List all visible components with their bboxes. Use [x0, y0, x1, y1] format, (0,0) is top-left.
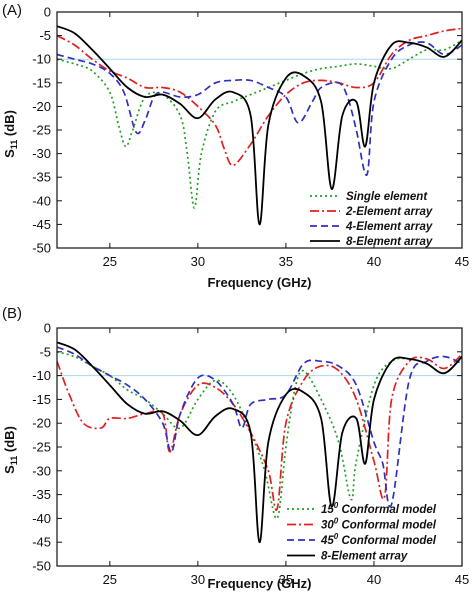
series-line-2: [57, 41, 462, 176]
y-tick-label: -35: [32, 487, 51, 502]
y-tick-label: -10: [32, 52, 51, 67]
y-axis-title: S11 (dB): [2, 110, 19, 158]
legend-label-3: 8-Element array: [346, 236, 433, 248]
legend-sup: 0: [334, 532, 339, 541]
legend-name: 2-Element array: [345, 206, 433, 218]
x-tick-label: 25: [103, 572, 117, 587]
y-tick-label: -10: [32, 368, 51, 383]
y-tick-label: -20: [32, 416, 51, 431]
x-axis-title: Frequency (GHz): [207, 275, 311, 290]
series-line-0: [57, 350, 462, 520]
legend-name: 15: [321, 504, 334, 516]
y-tick-label: -35: [32, 170, 51, 185]
x-tick-label: 30: [191, 254, 205, 269]
y-tick-label: -50: [32, 241, 51, 256]
legend-name: 30: [321, 520, 334, 532]
x-tick-label: 40: [367, 254, 381, 269]
x-tick-label: 45: [455, 254, 469, 269]
legend-name: 4-Element array: [345, 221, 433, 233]
legend-name: 8-Element array: [321, 551, 408, 563]
legend-label-0: 150 Conformal model: [321, 501, 437, 516]
legend-name: Single element: [346, 191, 428, 203]
chart-panel-b: 0 -5 -10 -15 -20 -25 -30 -35 -40 -45 -50 25 30 35 40 45…: [2, 305, 469, 591]
legend-sup: 0: [334, 501, 339, 510]
y-axis-title-s: S: [2, 465, 17, 474]
legend-sup: 0: [334, 517, 339, 526]
y-tick-label: -20: [32, 99, 51, 114]
legend-suffix: Conformal model: [338, 504, 437, 516]
y-tick-label: -25: [32, 123, 51, 138]
y-tick-label: -5: [39, 28, 51, 43]
y-axis-title-sub: 11: [9, 140, 19, 150]
series-line-0: [57, 39, 462, 209]
y-tick-label: -30: [32, 146, 51, 161]
y-tick-label: 0: [44, 5, 51, 20]
legend-label-1: 2-Element array: [345, 206, 433, 218]
y-tick-label: -5: [39, 344, 51, 359]
legend-label-2: 450 Conformal model: [320, 532, 437, 547]
y-axis-title-unit: (dB): [2, 110, 17, 140]
legend-label-2: 4-Element array: [345, 221, 433, 233]
y-axis-title-sub: 11: [9, 456, 19, 466]
legend-name: 45: [320, 535, 334, 547]
y-tick-label: -40: [32, 193, 51, 208]
x-tick-label: 35: [279, 572, 293, 587]
y-tick-label: -45: [32, 217, 51, 232]
legend-label-1: 300 Conformal model: [321, 517, 437, 532]
x-tick-label: 30: [191, 572, 205, 587]
panel-label: (A): [2, 2, 22, 19]
y-tick-label: -15: [32, 392, 51, 407]
x-tick-label: 45: [455, 572, 469, 587]
series-line-1: [57, 27, 462, 167]
legend-label-0: Single element: [346, 191, 428, 203]
series-group: [57, 25, 462, 226]
series-group: [57, 341, 462, 544]
y-axis-title: S11 (dB): [2, 426, 19, 474]
x-tick-label: 40: [367, 572, 381, 587]
legend-suffix: Conformal model: [338, 535, 437, 547]
series-line-3: [57, 25, 462, 226]
y-tick-label: -30: [32, 463, 51, 478]
x-axis-title: Frequency (GHz): [207, 576, 311, 591]
y-axis-title-s: S: [2, 149, 17, 158]
legend-name: 8-Element array: [346, 236, 433, 248]
series-line-2: [57, 346, 462, 508]
y-tick-label: -25: [32, 440, 51, 455]
legend-suffix: Conformal model: [338, 520, 437, 532]
x-tick-label: 25: [103, 254, 117, 269]
y-tick-label: -15: [32, 75, 51, 90]
y-axis-title-unit: (dB): [2, 426, 17, 456]
panel-label: (B): [2, 305, 22, 322]
y-tick-label: -45: [32, 535, 51, 550]
y-tick-label: -50: [32, 559, 51, 574]
x-tick-label: 35: [279, 254, 293, 269]
series-line-3: [57, 341, 462, 544]
y-tick-label: 0: [44, 321, 51, 336]
y-tick-label: -40: [32, 511, 51, 526]
chart-panel-a: 0 -5 -10 -15 -20 -25 -30 -35 -40 -45 -50 25 30 35 40 45…: [2, 2, 469, 290]
legend-label-3: 8-Element array: [321, 551, 408, 563]
